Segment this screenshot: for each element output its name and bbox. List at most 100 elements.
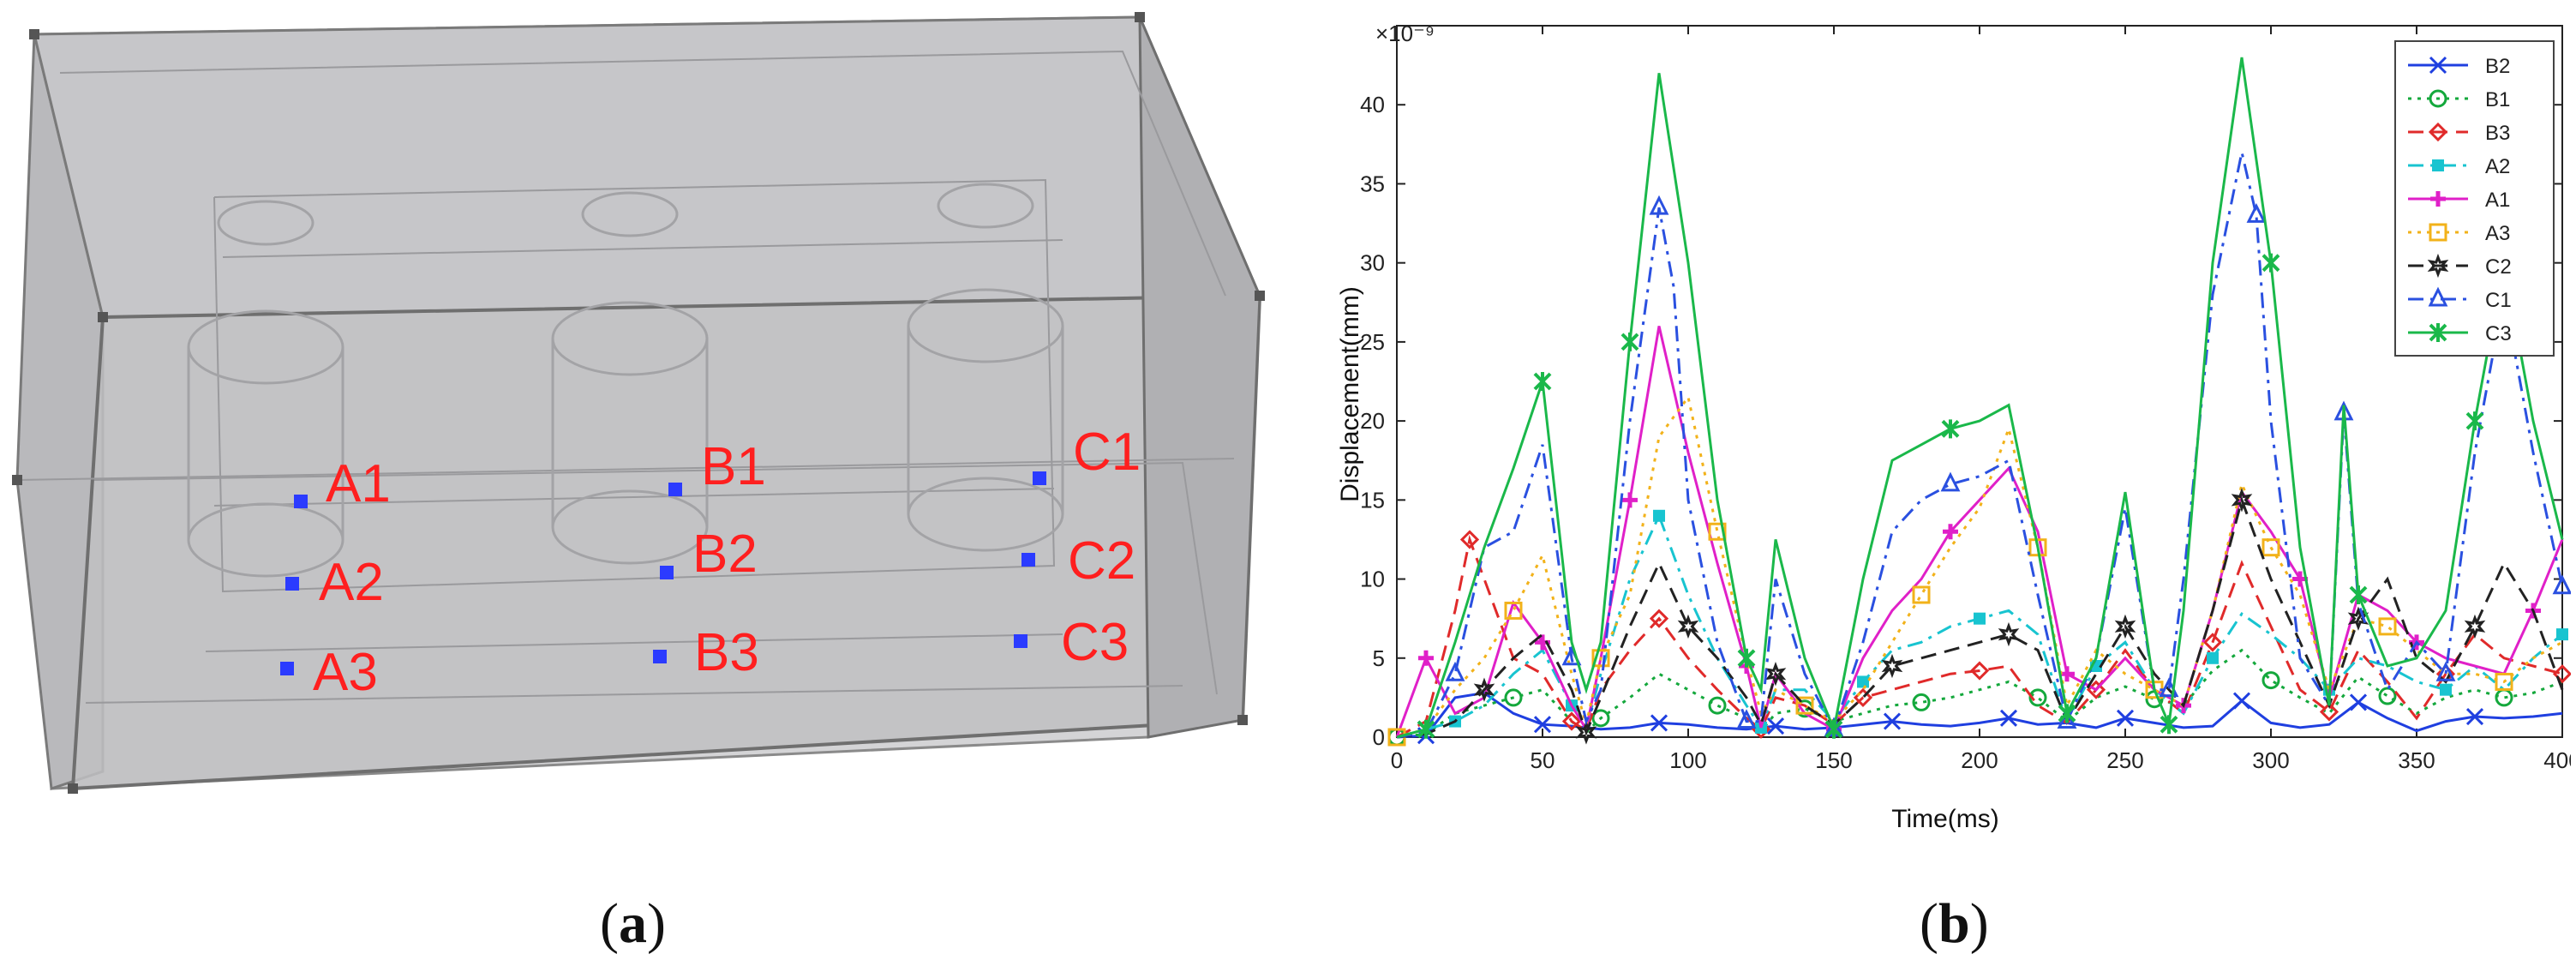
- panel-b-chart: 0 50 100 150 200 250 300 350 400 0 5 10 15 20 25 30 35 40…: [1285, 0, 2576, 861]
- data-point-a2: [1974, 612, 1986, 625]
- marker-c3: [1014, 634, 1027, 648]
- label-a1: A1: [326, 454, 391, 513]
- label-c1: C1: [1073, 423, 1141, 482]
- legend-label: C3: [2485, 322, 2512, 345]
- box-vertices: [12, 12, 1265, 794]
- data-point-a3: [1591, 649, 1610, 668]
- caption-a: (a): [600, 892, 666, 955]
- x-tick-label: 50: [1531, 747, 1555, 773]
- legend-item-c2: C2: [2408, 253, 2512, 279]
- data-point-b1: [1912, 693, 1931, 711]
- legend-item-c1: C1: [2408, 286, 2512, 312]
- box-right-face: [1138, 16, 1261, 739]
- internal-edges: [16, 50, 1235, 704]
- marker-b3: [653, 650, 667, 663]
- data-point-b3: [1649, 609, 1669, 628]
- x-tick-label: 250: [2106, 747, 2143, 773]
- marker-a2: [285, 577, 299, 591]
- data-point-a3: [2378, 617, 2397, 636]
- series-c3: [1396, 57, 2564, 739]
- data-point-b3: [1459, 530, 1480, 549]
- data-point-b1: [1708, 696, 1727, 715]
- data-point-b2: [1883, 712, 1902, 730]
- y-tick-label: 10: [1360, 567, 1385, 592]
- legend-label: A2: [2485, 155, 2510, 178]
- data-point-b3: [2552, 664, 2573, 684]
- data-point-c1: [2552, 574, 2573, 595]
- model-drawing: A1 A2 A3 B1 B2 B3 C1 C2 C3: [12, 12, 1265, 794]
- marker-b2: [660, 566, 674, 579]
- label-a3: A3: [313, 643, 378, 702]
- legend-item-a1: A1: [2408, 189, 2510, 212]
- data-point-c1: [1940, 471, 1961, 492]
- data-point-b1: [2495, 688, 2513, 707]
- data-point-a3: [1504, 601, 1523, 620]
- legend-item-b2: B2: [2408, 55, 2510, 78]
- data-point-c2: [2114, 614, 2136, 639]
- data-point-a2: [2440, 683, 2452, 696]
- legend-label: B1: [2485, 88, 2510, 111]
- series-a1: [1395, 326, 2564, 738]
- data-point-b1: [1591, 709, 1610, 728]
- marker-a3: [280, 662, 294, 675]
- y-tick-label: 25: [1360, 329, 1385, 355]
- data-point-a3: [2495, 672, 2513, 691]
- data-point-c2: [1677, 614, 1699, 639]
- legend-marker: [2429, 223, 2447, 242]
- data-point-b2: [1533, 716, 1552, 734]
- y-tick-label: 5: [1373, 645, 1385, 671]
- series-b3: [1396, 530, 2573, 739]
- data-point-c3: [2058, 704, 2076, 723]
- data-point-c2: [1473, 677, 1495, 702]
- data-point-b2: [2232, 692, 2251, 710]
- measurement-markers: [280, 471, 1046, 675]
- series-line-b3: [1396, 534, 2563, 739]
- plot-frame: [1396, 25, 2563, 738]
- series-line-c3: [1396, 57, 2564, 739]
- y-tick-label: 30: [1360, 250, 1385, 276]
- y-exponent: ×10⁻⁹: [1375, 21, 1435, 46]
- legend-label: A3: [2485, 222, 2510, 245]
- data-point-c3: [2160, 715, 2178, 735]
- data-point-b2: [2116, 709, 2135, 727]
- x-tick-label: 100: [1669, 747, 1706, 773]
- series-line-c1: [1396, 152, 2564, 739]
- x-tick-label: 300: [2252, 747, 2289, 773]
- data-point-c2: [1764, 662, 1787, 687]
- caption-b-letter: b: [1938, 892, 1970, 955]
- caption-b: (b): [1920, 892, 1989, 955]
- y-tick-label: 15: [1360, 487, 1385, 513]
- label-b3: B3: [694, 623, 759, 682]
- legend-item-c3: C3: [2408, 322, 2512, 345]
- x-tick-label: 350: [2398, 747, 2435, 773]
- label-b2: B2: [692, 525, 758, 584]
- label-c2: C2: [1068, 531, 1135, 591]
- x-tick-label: 200: [1961, 747, 1998, 773]
- data-point-b1: [2028, 688, 2047, 707]
- axes: 0 50 100 150 200 250 300 350 400 0 5 10 15 20 25 30 35 40: [1360, 25, 2576, 773]
- x-tick-label: 150: [1815, 747, 1852, 773]
- legend-marker: [2432, 159, 2444, 171]
- cylinder-right: [907, 183, 1064, 552]
- y-axis-title: Displacement(mm): [1336, 286, 1364, 502]
- data-point-c3: [1533, 372, 1552, 391]
- x-axis-title: Time(ms): [1891, 805, 1999, 833]
- data-point-a1: [1418, 650, 1434, 666]
- data-point-b2: [1650, 714, 1668, 732]
- cylinder-middle: [551, 191, 709, 565]
- marker-c1: [1033, 471, 1046, 485]
- legend-marker: [2429, 56, 2447, 75]
- legend-marker: [2429, 89, 2447, 108]
- legend-marker: [2428, 286, 2448, 307]
- data-point-c2: [1998, 621, 2020, 647]
- data-point-a2: [2207, 651, 2219, 664]
- data-point-c2: [1575, 720, 1597, 745]
- y-tick-label: 35: [1360, 171, 1385, 196]
- legend-label: C1: [2485, 289, 2512, 312]
- data-point-c2: [1881, 653, 1903, 679]
- marker-b1: [668, 483, 682, 496]
- legend-item-a2: A2: [2408, 155, 2510, 178]
- data-point-b2: [1766, 717, 1785, 735]
- box-top-face: [33, 15, 1262, 319]
- data-point-c1: [2435, 661, 2456, 681]
